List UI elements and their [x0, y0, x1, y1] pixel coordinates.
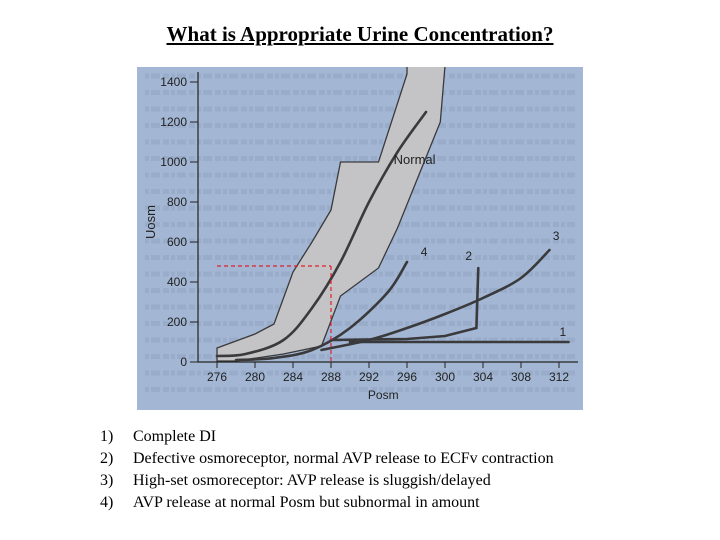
legend-item: 3) High-set osmoreceptor: AVP release is…	[100, 470, 660, 492]
series-label-2: 2	[465, 249, 472, 263]
legend-text: AVP release at normal Posm but subnormal…	[133, 494, 480, 511]
x-tick-label: 300	[435, 370, 455, 384]
legend-number: 3)	[100, 472, 114, 489]
y-tick-label: 600	[167, 235, 187, 249]
series-line-2	[329, 266, 480, 342]
y-tick-label: 800	[167, 195, 187, 209]
x-tick-label: 288	[321, 370, 341, 384]
y-tick-label: 200	[167, 315, 187, 329]
chart-svg: 0 200 400 600 800 1000 1200 1400 276 280 284 288 292…	[137, 67, 583, 410]
x-tick-label: 296	[397, 370, 417, 384]
x-tick-label: 312	[549, 370, 569, 384]
series-line-normal	[215, 110, 428, 358]
series-line-3	[320, 248, 551, 352]
series-label-1: 1	[559, 325, 566, 339]
y-tick-label: 400	[167, 275, 187, 289]
y-axis-label: Uosm	[143, 205, 158, 239]
uosm-posm-chart: 0 200 400 600 800 1000 1200 1400 276 280 284 288 292…	[137, 67, 583, 410]
x-tick-label: 304	[473, 370, 493, 384]
y-tick-label: 0	[180, 355, 187, 369]
slide-title: What is Appropriate Urine Concentration?	[166, 22, 554, 46]
x-tick-label: 280	[245, 370, 265, 384]
series-line-4	[234, 260, 409, 362]
x-axis-label: Posm	[368, 388, 399, 402]
legend-number: 4)	[100, 494, 114, 511]
x-tick-label: 308	[511, 370, 531, 384]
legend-text: Complete DI	[133, 428, 217, 445]
condition-legend: 1) Complete DI 2) Defective osmoreceptor…	[100, 426, 660, 514]
y-tick-label: 1200	[160, 115, 187, 129]
series-label-4: 4	[421, 245, 428, 259]
series-label-3: 3	[553, 229, 560, 243]
legend-number: 2)	[100, 450, 114, 467]
legend-number: 1)	[100, 428, 114, 445]
legend-text: High-set osmoreceptor: AVP release is sl…	[133, 472, 491, 489]
series-label-normal: Normal	[394, 152, 436, 167]
x-tick-label: 292	[359, 370, 379, 384]
legend-text: Defective osmoreceptor, normal AVP relea…	[133, 450, 554, 467]
legend-item: 2) Defective osmoreceptor, normal AVP re…	[100, 448, 660, 470]
x-tick-label: 276	[207, 370, 227, 384]
y-tick-label: 1400	[160, 75, 187, 89]
normal-range-band	[216, 67, 446, 362]
legend-item: 1) Complete DI	[100, 426, 660, 448]
x-tick-label: 284	[283, 370, 303, 384]
y-tick-label: 1000	[160, 155, 187, 169]
legend-item: 4) AVP release at normal Posm but subnor…	[100, 492, 660, 514]
